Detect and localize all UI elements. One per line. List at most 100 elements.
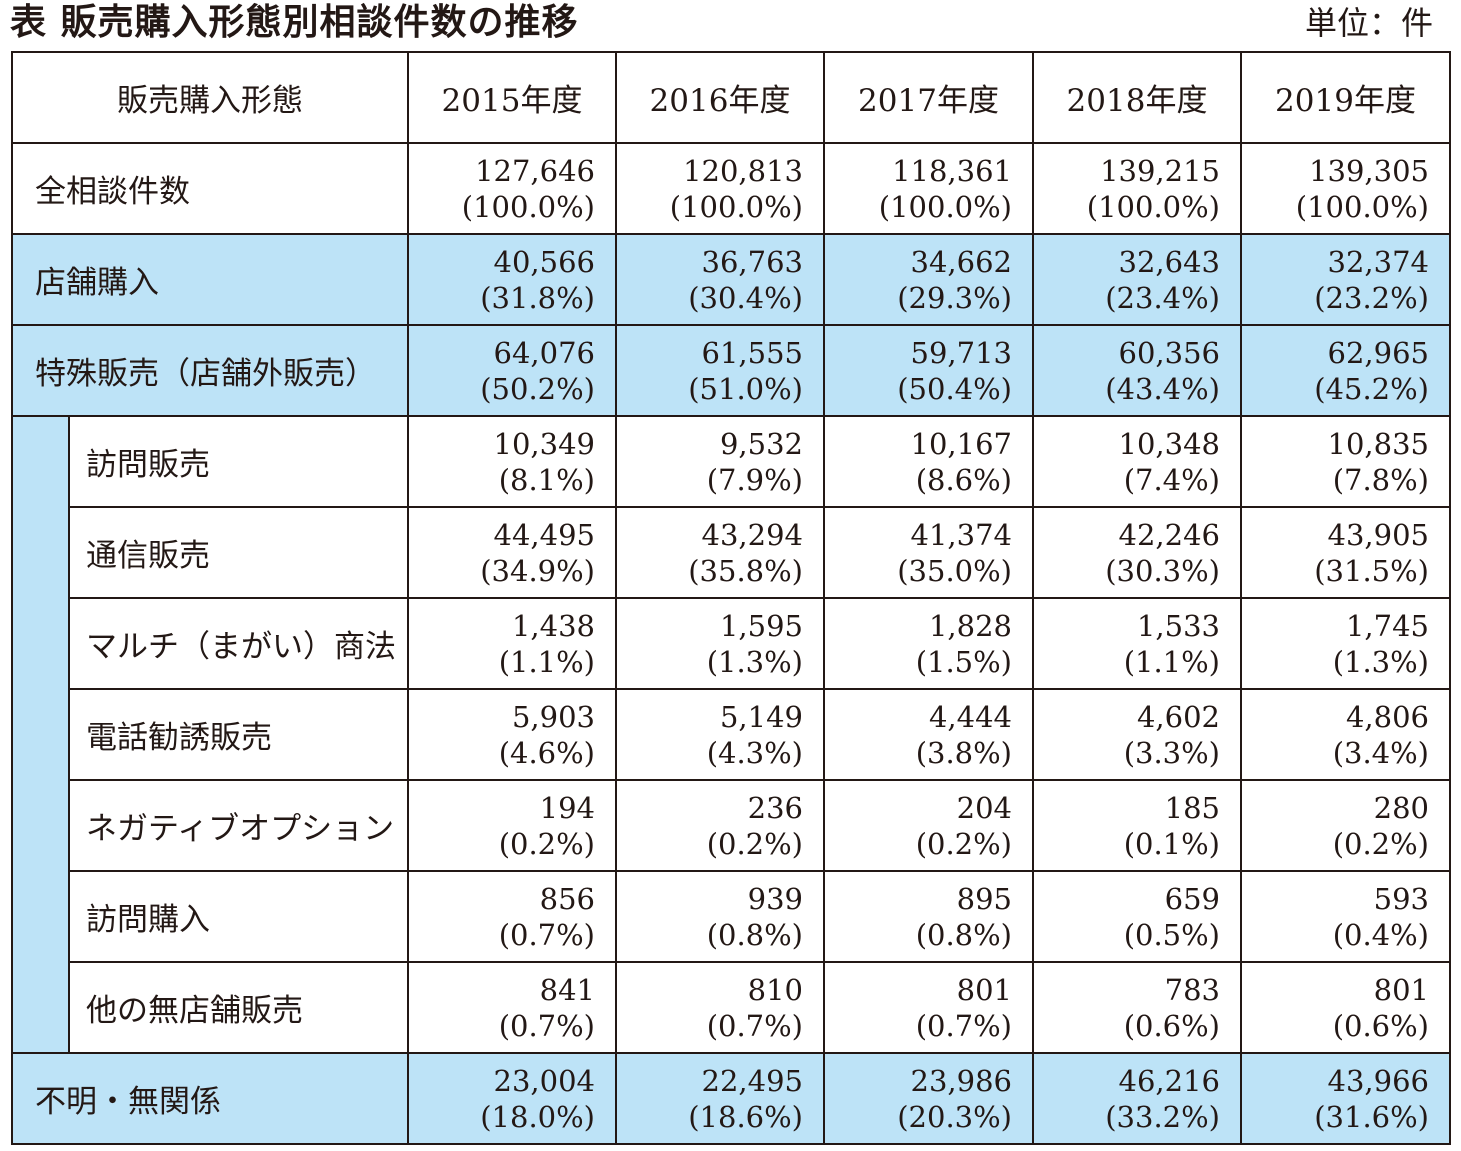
value-cell: 42,246 (30.3%) bbox=[1032, 506, 1242, 599]
percent-value: (7.9%) bbox=[706, 462, 803, 497]
value-cell: 659 (0.5%) bbox=[1032, 870, 1242, 963]
value-cell: 10,349 (8.1%) bbox=[407, 415, 617, 508]
value-cell: 5,903 (4.6%) bbox=[407, 688, 617, 781]
count-value: 61,555 bbox=[701, 335, 803, 370]
table-row: 訪問販売 10,349 (8.1%) 9,532 (7.9%) 10,167 (8.6%) 1… bbox=[11, 415, 1451, 1054]
value-cell: 810 (0.7%) bbox=[615, 961, 825, 1054]
row-sublabel: 訪問購入 bbox=[68, 870, 409, 963]
percent-value: (4.6%) bbox=[498, 735, 595, 770]
percent-value: (0.8%) bbox=[915, 917, 1012, 952]
value-cell: 40,566 (31.8%) bbox=[407, 233, 617, 326]
count-value: 139,305 bbox=[1309, 153, 1429, 188]
count-value: 4,806 bbox=[1345, 699, 1429, 734]
value-cell: 64,076 (50.2%) bbox=[407, 324, 617, 417]
value-cell: 841 (0.7%) bbox=[407, 961, 617, 1054]
header-year: 2017年度 bbox=[823, 51, 1034, 144]
value-cell: 204 (0.2%) bbox=[823, 779, 1034, 872]
percent-value: (7.4%) bbox=[1123, 462, 1220, 497]
count-value: 1,595 bbox=[719, 608, 803, 643]
row-sublabel: 通信販売 bbox=[68, 506, 409, 599]
percent-value: (3.3%) bbox=[1123, 735, 1220, 770]
percent-value: (31.5%) bbox=[1314, 553, 1429, 588]
row-label: 店舗購入 bbox=[11, 233, 409, 326]
count-value: 43,905 bbox=[1327, 517, 1429, 552]
count-value: 10,835 bbox=[1327, 426, 1429, 461]
count-value: 204 bbox=[956, 790, 1012, 825]
value-cell: 43,966 (31.6%) bbox=[1240, 1052, 1451, 1145]
percent-value: (23.4%) bbox=[1105, 280, 1220, 315]
percent-value: (3.8%) bbox=[915, 735, 1012, 770]
count-value: 1,438 bbox=[511, 608, 595, 643]
percent-value: (18.6%) bbox=[688, 1099, 803, 1134]
row-label: 不明・無関係 bbox=[11, 1052, 409, 1145]
percent-value: (7.8%) bbox=[1332, 462, 1429, 497]
count-value: 120,813 bbox=[683, 153, 803, 188]
value-cell: 10,348 (7.4%) bbox=[1032, 415, 1242, 508]
value-cell: 62,965 (45.2%) bbox=[1240, 324, 1451, 417]
percent-value: (3.4%) bbox=[1332, 735, 1429, 770]
header-year: 2019年度 bbox=[1240, 51, 1451, 144]
count-value: 139,215 bbox=[1100, 153, 1220, 188]
count-value: 10,349 bbox=[493, 426, 595, 461]
value-cell: 34,662 (29.3%) bbox=[823, 233, 1034, 326]
value-cell: 32,643 (23.4%) bbox=[1032, 233, 1242, 326]
count-value: 5,903 bbox=[511, 699, 595, 734]
count-value: 23,986 bbox=[910, 1063, 1012, 1098]
percent-value: (0.7%) bbox=[498, 1008, 595, 1043]
value-cell: 23,986 (20.3%) bbox=[823, 1052, 1034, 1145]
value-cell: 185 (0.1%) bbox=[1032, 779, 1242, 872]
value-cell: 280 (0.2%) bbox=[1240, 779, 1451, 872]
value-cell: 44,495 (34.9%) bbox=[407, 506, 617, 599]
header-year: 2018年度 bbox=[1032, 51, 1242, 144]
value-cell: 801 (0.7%) bbox=[823, 961, 1034, 1054]
value-cell: 41,374 (35.0%) bbox=[823, 506, 1034, 599]
value-cell: 1,533 (1.1%) bbox=[1032, 597, 1242, 690]
value-cell: 593 (0.4%) bbox=[1240, 870, 1451, 963]
unit-label: 単位：件 bbox=[1304, 4, 1433, 42]
table-row: マルチ（まがい）商法 1,438 (1.1%) 1,595 (1.3%) 1,828 (1.… bbox=[12, 597, 1451, 690]
percent-value: (0.4%) bbox=[1332, 917, 1429, 952]
percent-value: (100.0%) bbox=[1086, 189, 1220, 224]
percent-value: (1.3%) bbox=[1332, 644, 1429, 679]
count-value: 34,662 bbox=[910, 244, 1012, 279]
count-value: 32,374 bbox=[1327, 244, 1429, 279]
table-row: 通信販売 44,495 (34.9%) 43,294 (35.8%) 41,374 (35.… bbox=[12, 506, 1451, 599]
value-cell: 4,444 (3.8%) bbox=[823, 688, 1034, 781]
percent-value: (0.7%) bbox=[915, 1008, 1012, 1043]
percent-value: (45.2%) bbox=[1314, 371, 1429, 406]
percent-value: (0.2%) bbox=[915, 826, 1012, 861]
percent-value: (4.3%) bbox=[706, 735, 803, 770]
percent-value: (8.1%) bbox=[498, 462, 595, 497]
value-cell: 118,361 (100.0%) bbox=[823, 142, 1034, 235]
count-value: 801 bbox=[956, 972, 1012, 1007]
percent-value: (30.3%) bbox=[1105, 553, 1220, 588]
count-value: 32,643 bbox=[1118, 244, 1220, 279]
percent-value: (31.6%) bbox=[1314, 1099, 1429, 1134]
value-cell: 4,806 (3.4%) bbox=[1240, 688, 1451, 781]
table-row: 訪問購入 856 (0.7%) 939 (0.8%) 895 (0.8%) 659 (0.5%)… bbox=[12, 870, 1451, 963]
count-value: 801 bbox=[1373, 972, 1429, 1007]
count-value: 593 bbox=[1373, 881, 1429, 916]
row-label: 特殊販売（店舗外販売） bbox=[11, 324, 409, 417]
percent-value: (20.3%) bbox=[897, 1099, 1012, 1134]
row-label: 全相談件数 bbox=[11, 142, 409, 235]
count-value: 9,532 bbox=[719, 426, 803, 461]
header-year: 2016年度 bbox=[615, 51, 825, 144]
count-value: 939 bbox=[747, 881, 803, 916]
value-cell: 139,215 (100.0%) bbox=[1032, 142, 1242, 235]
percent-value: (35.0%) bbox=[897, 553, 1012, 588]
value-cell: 856 (0.7%) bbox=[407, 870, 617, 963]
percent-value: (1.5%) bbox=[915, 644, 1012, 679]
table-row: 不明・無関係 23,004 (18.0%) 22,495 (18.6%) 23,986 (2… bbox=[11, 1052, 1451, 1145]
count-value: 4,444 bbox=[928, 699, 1012, 734]
table-row: 他の無店舗販売 841 (0.7%) 810 (0.7%) 801 (0.7%) 783 (0.… bbox=[12, 961, 1451, 1054]
count-value: 194 bbox=[539, 790, 595, 825]
value-cell: 32,374 (23.2%) bbox=[1240, 233, 1451, 326]
count-value: 127,646 bbox=[475, 153, 595, 188]
count-value: 118,361 bbox=[892, 153, 1012, 188]
count-value: 5,149 bbox=[719, 699, 803, 734]
percent-value: (51.0%) bbox=[688, 371, 803, 406]
percent-value: (1.3%) bbox=[706, 644, 803, 679]
percent-value: (0.2%) bbox=[706, 826, 803, 861]
value-cell: 783 (0.6%) bbox=[1032, 961, 1242, 1054]
